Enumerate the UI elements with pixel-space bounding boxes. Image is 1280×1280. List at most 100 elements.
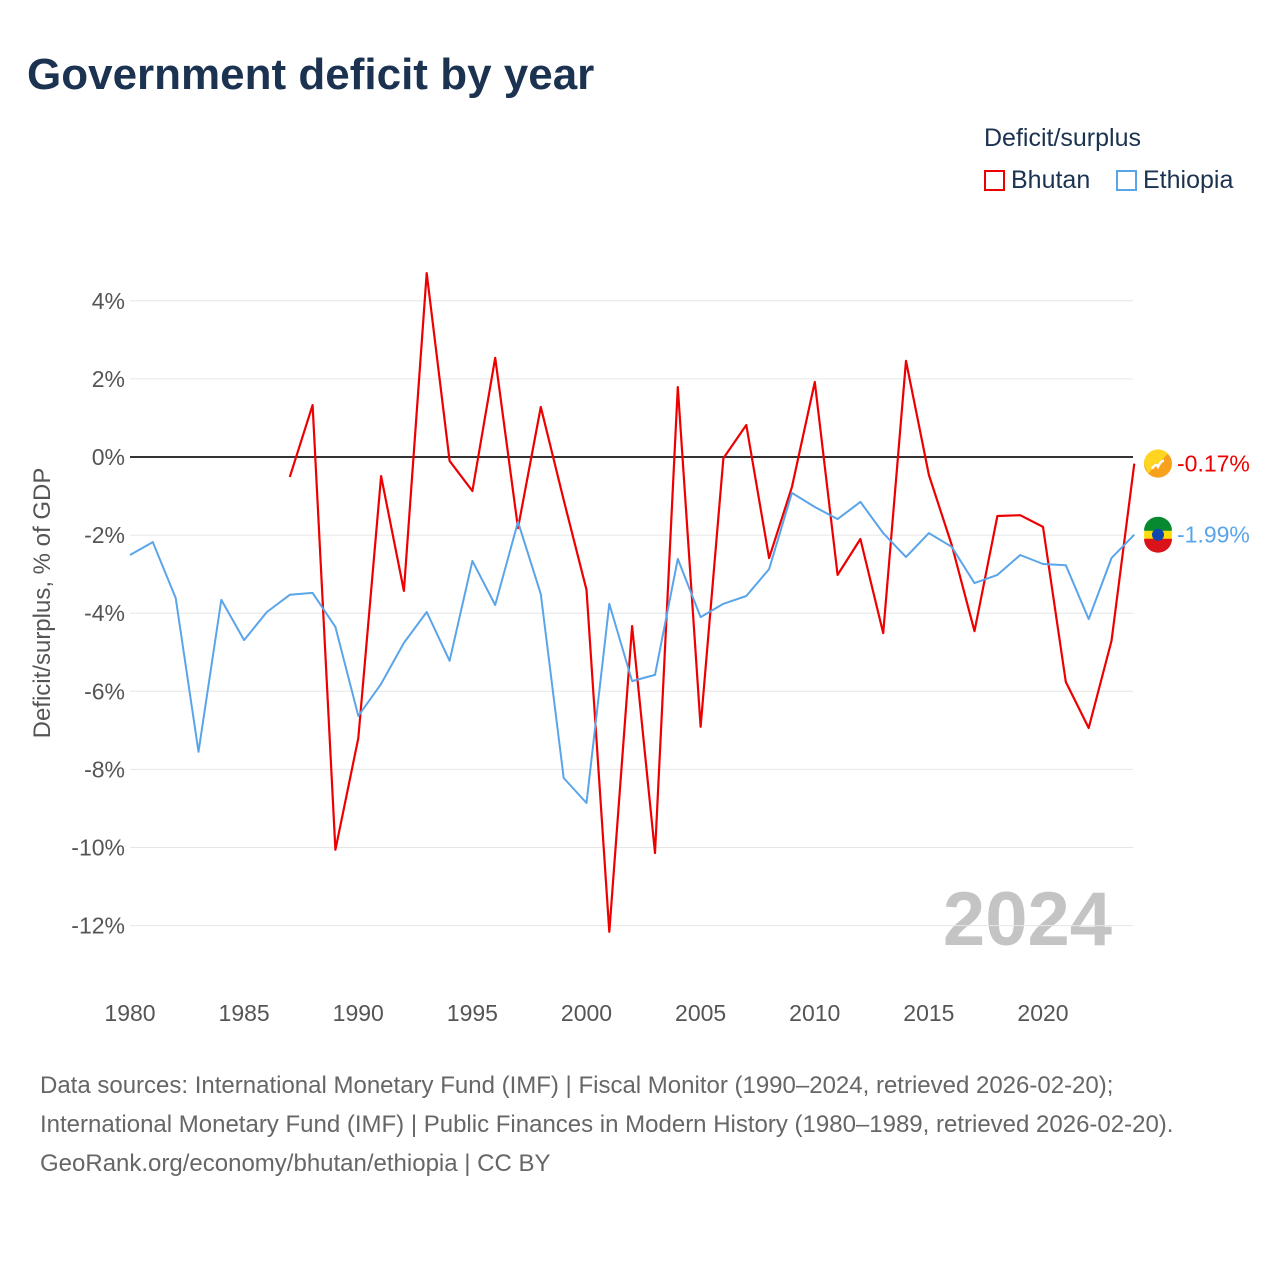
data-point-bhutan[interactable]: [332, 847, 338, 853]
x-tick-label: 1985: [219, 1000, 270, 1026]
data-point-ethiopia[interactable]: [926, 530, 932, 536]
data-point-ethiopia[interactable]: [195, 749, 201, 755]
data-point-bhutan[interactable]: [789, 484, 795, 490]
legend-item-ethiopia[interactable]: Ethiopia: [1116, 166, 1233, 195]
data-point-bhutan[interactable]: [447, 458, 453, 464]
data-point-bhutan[interactable]: [835, 572, 841, 578]
data-point-ethiopia[interactable]: [287, 592, 293, 598]
year-watermark: 2024: [943, 877, 1112, 962]
y-tick-label: -8%: [84, 756, 125, 782]
data-point-ethiopia[interactable]: [1040, 561, 1046, 567]
data-point-ethiopia[interactable]: [652, 672, 658, 678]
data-point-ethiopia[interactable]: [150, 539, 156, 545]
end-label-bhutan: -0.17%: [1177, 451, 1250, 477]
data-point-ethiopia[interactable]: [606, 601, 612, 607]
data-point-ethiopia[interactable]: [880, 530, 886, 536]
data-point-bhutan[interactable]: [994, 513, 1000, 519]
data-point-bhutan[interactable]: [698, 724, 704, 730]
data-point-bhutan[interactable]: [652, 850, 658, 856]
data-point-bhutan[interactable]: [355, 735, 361, 741]
data-point-bhutan[interactable]: [584, 587, 590, 593]
data-point-ethiopia[interactable]: [1108, 555, 1114, 561]
data-point-ethiopia[interactable]: [903, 554, 909, 560]
data-point-ethiopia[interactable]: [515, 519, 521, 525]
legend-swatch-bhutan: [984, 170, 1005, 191]
x-tick-label: 2000: [561, 1000, 612, 1026]
data-point-bhutan[interactable]: [310, 402, 316, 408]
data-point-ethiopia[interactable]: [949, 544, 955, 550]
data-point-ethiopia[interactable]: [972, 580, 978, 586]
data-point-bhutan[interactable]: [903, 358, 909, 364]
data-point-ethiopia[interactable]: [538, 591, 544, 597]
data-point-bhutan[interactable]: [1086, 725, 1092, 731]
data-point-bhutan[interactable]: [492, 355, 498, 361]
data-point-ethiopia[interactable]: [1017, 552, 1023, 558]
data-point-ethiopia[interactable]: [789, 490, 795, 496]
y-tick-label: -6%: [84, 678, 125, 704]
data-point-ethiopia[interactable]: [469, 558, 475, 564]
data-point-ethiopia[interactable]: [310, 590, 316, 596]
y-axis-label: Deficit/surplus, % of GDP: [29, 468, 56, 739]
x-tick-label: 2015: [903, 1000, 954, 1026]
data-point-ethiopia[interactable]: [629, 678, 635, 684]
data-point-bhutan[interactable]: [424, 270, 430, 276]
data-point-bhutan[interactable]: [401, 588, 407, 594]
data-point-bhutan[interactable]: [880, 630, 886, 636]
data-point-ethiopia[interactable]: [378, 681, 384, 687]
data-point-bhutan[interactable]: [1063, 679, 1069, 685]
series-line-bhutan: [288, 272, 1136, 933]
data-point-bhutan[interactable]: [1131, 461, 1137, 467]
data-point-bhutan[interactable]: [378, 473, 384, 479]
data-point-bhutan[interactable]: [675, 384, 681, 390]
data-point-bhutan[interactable]: [1040, 524, 1046, 530]
data-point-bhutan[interactable]: [469, 488, 475, 494]
y-tick-label: -10%: [71, 835, 125, 861]
data-point-ethiopia[interactable]: [994, 572, 1000, 578]
data-point-bhutan[interactable]: [926, 472, 932, 478]
data-point-ethiopia[interactable]: [424, 609, 430, 615]
data-point-ethiopia[interactable]: [127, 552, 133, 558]
data-point-bhutan[interactable]: [1108, 638, 1114, 644]
data-point-ethiopia[interactable]: [561, 775, 567, 781]
y-tick-label: -12%: [71, 913, 125, 939]
data-point-bhutan[interactable]: [606, 929, 612, 935]
data-point-ethiopia[interactable]: [1131, 532, 1137, 538]
data-point-ethiopia[interactable]: [264, 609, 270, 615]
data-point-ethiopia[interactable]: [812, 504, 818, 510]
data-point-ethiopia[interactable]: [698, 614, 704, 620]
data-point-ethiopia[interactable]: [492, 602, 498, 608]
data-point-ethiopia[interactable]: [720, 601, 726, 607]
end-label-ethiopia: -1.99%: [1177, 522, 1250, 548]
y-tick-label: 4%: [92, 288, 125, 314]
data-point-ethiopia[interactable]: [743, 593, 749, 599]
data-point-ethiopia[interactable]: [447, 658, 453, 664]
data-point-bhutan[interactable]: [720, 455, 726, 461]
data-point-ethiopia[interactable]: [584, 800, 590, 806]
y-tick-label: 2%: [92, 366, 125, 392]
data-point-ethiopia[interactable]: [401, 640, 407, 646]
legend-title: Deficit/surplus: [984, 124, 1141, 152]
data-point-bhutan[interactable]: [972, 628, 978, 634]
data-point-ethiopia[interactable]: [675, 556, 681, 562]
legend-item-bhutan[interactable]: Bhutan: [984, 166, 1090, 195]
data-point-bhutan[interactable]: [743, 422, 749, 428]
data-point-bhutan[interactable]: [561, 497, 567, 503]
data-point-bhutan[interactable]: [538, 404, 544, 410]
data-point-ethiopia[interactable]: [355, 713, 361, 719]
data-point-ethiopia[interactable]: [1086, 616, 1092, 622]
data-point-ethiopia[interactable]: [218, 597, 224, 603]
data-point-ethiopia[interactable]: [1063, 562, 1069, 568]
data-point-bhutan[interactable]: [287, 474, 293, 480]
data-point-bhutan[interactable]: [857, 536, 863, 542]
credit-link[interactable]: GeoRank.org/economy/bhutan/ethiopia | CC…: [40, 1150, 551, 1177]
data-point-bhutan[interactable]: [1017, 512, 1023, 518]
data-point-ethiopia[interactable]: [835, 516, 841, 522]
data-point-ethiopia[interactable]: [173, 595, 179, 601]
data-point-ethiopia[interactable]: [857, 499, 863, 505]
data-point-bhutan[interactable]: [629, 623, 635, 629]
data-point-ethiopia[interactable]: [241, 637, 247, 643]
data-point-ethiopia[interactable]: [332, 624, 338, 630]
data-point-bhutan[interactable]: [812, 379, 818, 385]
data-point-ethiopia[interactable]: [766, 566, 772, 572]
